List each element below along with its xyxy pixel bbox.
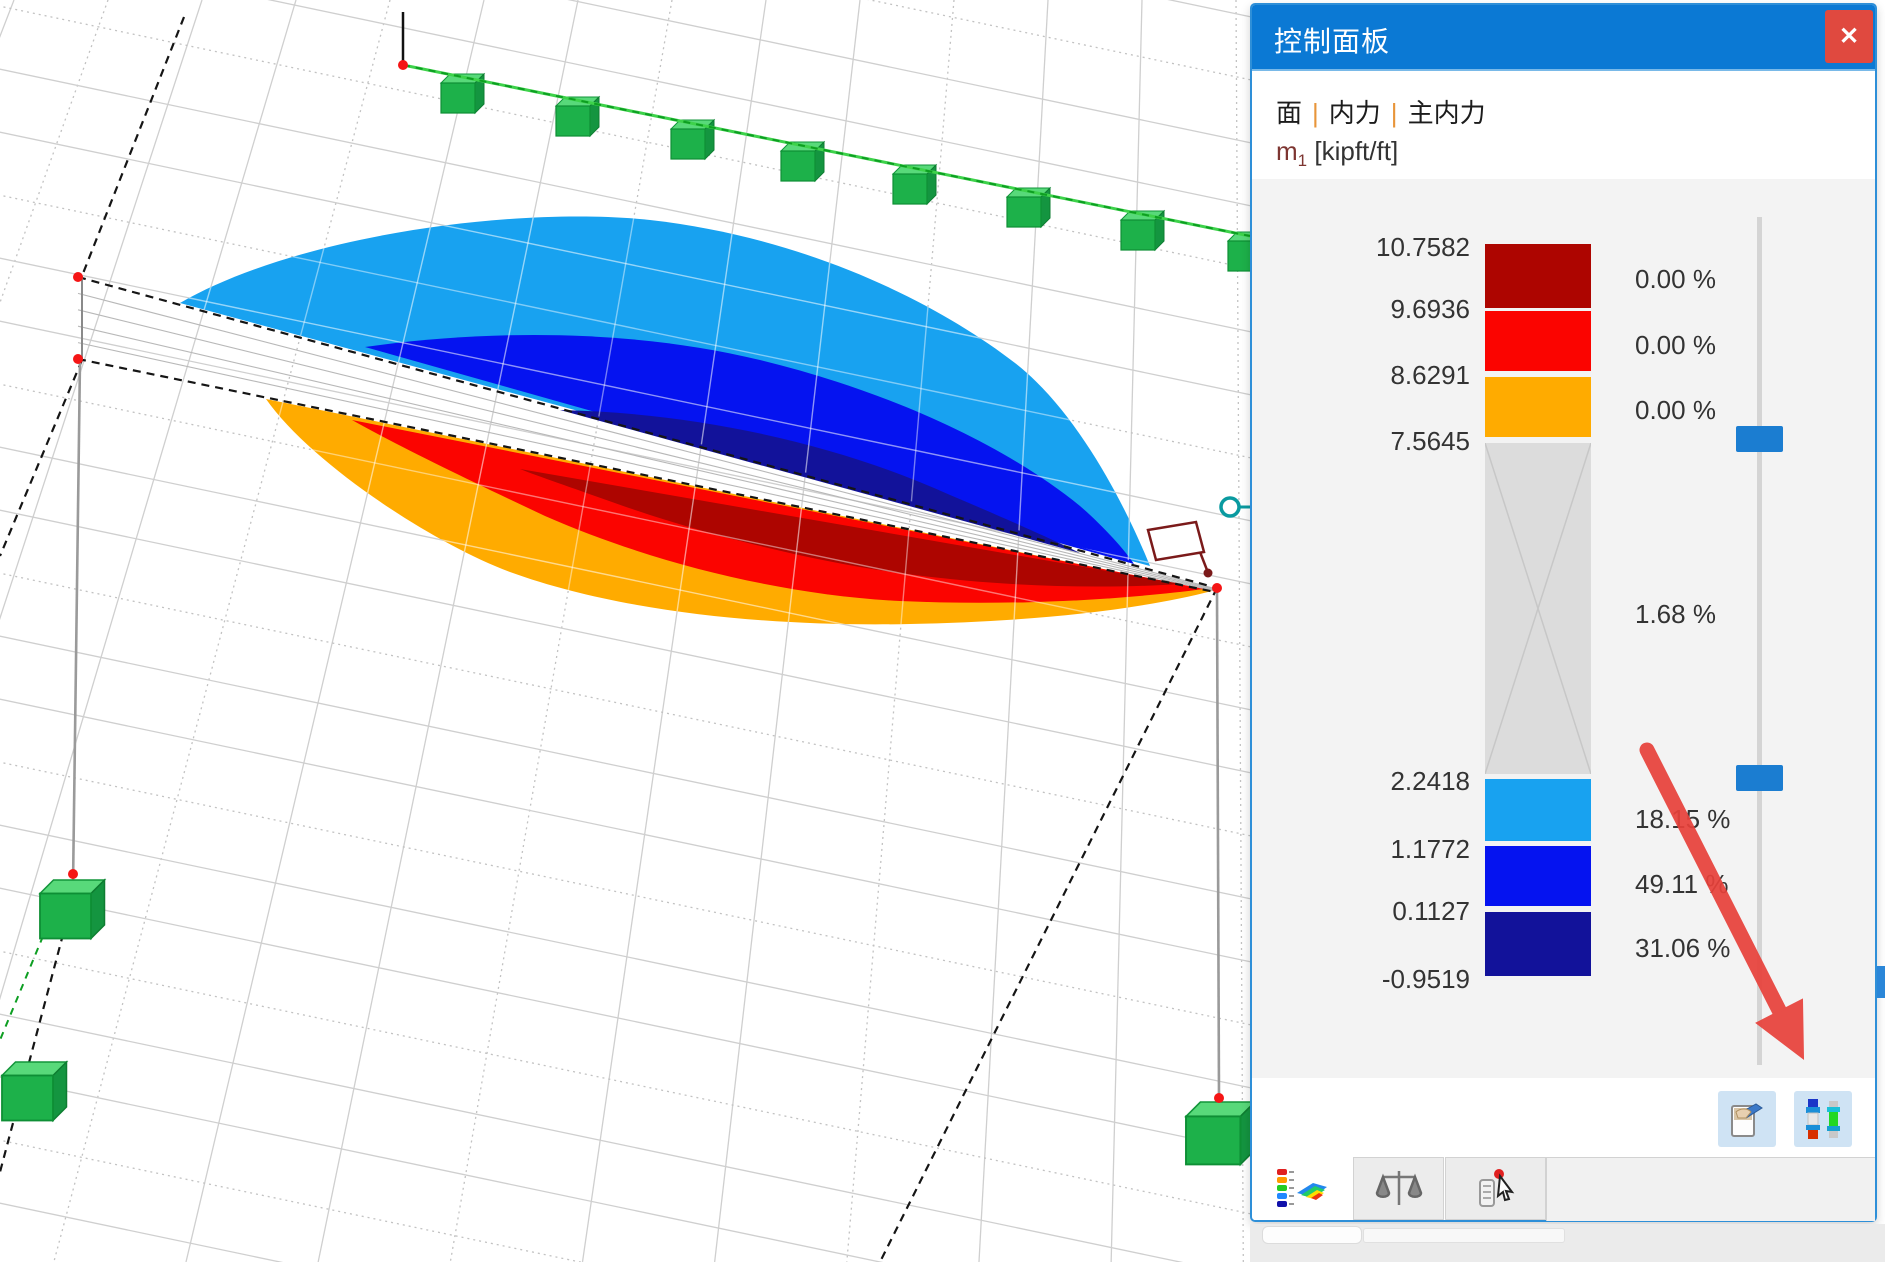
legend-value: 9.6936 [1390, 294, 1470, 324]
legend-segment-blue [1485, 846, 1591, 906]
legend-percent: 0.00 % [1635, 330, 1716, 360]
tab-display-factors[interactable] [1445, 1157, 1546, 1220]
breadcrumb-internal-forces: 内力 [1328, 98, 1381, 128]
legend-percent: 1.68 % [1635, 599, 1716, 629]
fe-mesh-overlay [0, 0, 1270, 1262]
legend-percent: 0.00 % [1635, 264, 1716, 294]
color-scale-options-icon [1806, 1099, 1840, 1139]
breadcrumb-separator: | [1312, 98, 1319, 128]
legend-value: 1.1772 [1390, 834, 1470, 864]
color-scale-options-button[interactable] [1794, 1091, 1852, 1147]
breadcrumb-surface: 面 [1276, 98, 1303, 128]
right-edge-scroll-mark [1877, 966, 1885, 998]
right-column-support-icon [1185, 1101, 1256, 1166]
legend-range-slider-handle-upper[interactable] [1736, 426, 1783, 452]
window-bottom-strip [1250, 1224, 1885, 1262]
panel-title: 控制面板 [1274, 26, 1391, 57]
breadcrumb-separator: | [1390, 98, 1398, 128]
legend-segment-red [1485, 311, 1591, 371]
close-button[interactable]: ✕ [1825, 10, 1873, 63]
legend-value: 0.1127 [1392, 896, 1470, 926]
legend-segment-light-blue [1485, 779, 1591, 841]
legend-range-slider-handle-lower[interactable] [1736, 765, 1783, 791]
legend-value: 10.7582 [1376, 232, 1470, 262]
bottom-left-support-icon [39, 879, 106, 940]
legend-segment-navy [1485, 912, 1591, 976]
fe-mesh [0, 0, 1271, 1262]
hinge-marker-icon [1219, 496, 1254, 518]
breadcrumb-principal-forces: 主内力 [1407, 98, 1486, 128]
legend-percent: 0.00 % [1635, 395, 1716, 425]
horizontal-scrollbar-thumb[interactable] [1262, 1226, 1362, 1244]
node-markers [68, 60, 1224, 1103]
quantity-label: m1 [kipft/ft] [1276, 136, 1399, 171]
color-scale-tab-icon [1277, 1168, 1327, 1207]
legend-value: 2.2418 [1390, 766, 1470, 796]
panel-options-button[interactable] [1718, 1091, 1776, 1147]
scales-tab-icon [1375, 1170, 1422, 1205]
legend-range-slider-track[interactable] [1757, 217, 1762, 1065]
legend-segment-orange [1485, 377, 1591, 437]
right-column [1215, 591, 1221, 1099]
result-type-breadcrumb[interactable]: 面 | 内力 | 主内力 [1276, 93, 1486, 130]
legend-segment-hidden [1484, 442, 1592, 775]
panel-options-icon [1731, 1103, 1763, 1137]
legend-percent: 31.06 % [1635, 933, 1731, 963]
tab-color-scale[interactable] [1254, 1157, 1352, 1220]
hidden-range-hatch [1484, 442, 1592, 775]
legend-value: 7.5645 [1390, 426, 1470, 456]
surface-boundary [0, 16, 1218, 1262]
control-panel: 控制面板 ✕ 面 | 内力 | 主内力 m1 [kipft/ft] 10.7582 9.… [1250, 3, 1877, 1222]
legend-percent: 49.11 % [1635, 869, 1729, 899]
result-section-symbol [1146, 520, 1213, 578]
legend-segment-dark-red [1485, 244, 1591, 308]
legend-percent: 18.15 % [1635, 804, 1731, 834]
legend-value: 8.6291 [1390, 360, 1470, 390]
left-column [71, 359, 82, 887]
legend-value: -0.9519 [1381, 964, 1470, 994]
tab-bar-filler [1546, 1157, 1875, 1221]
tab-scales[interactable] [1353, 1157, 1444, 1220]
bottom-left-support2-icon [1, 1061, 68, 1122]
support-line-dashed [402, 64, 1251, 237]
horizontal-scrollbar-track[interactable] [1363, 1228, 1565, 1243]
display-factors-tab-icon [1478, 1168, 1514, 1207]
panel-titlebar[interactable]: 控制面板 ✕ [1252, 5, 1875, 71]
contour-plot [180, 216, 1212, 625]
panel-tab-bar [1252, 1157, 1875, 1221]
